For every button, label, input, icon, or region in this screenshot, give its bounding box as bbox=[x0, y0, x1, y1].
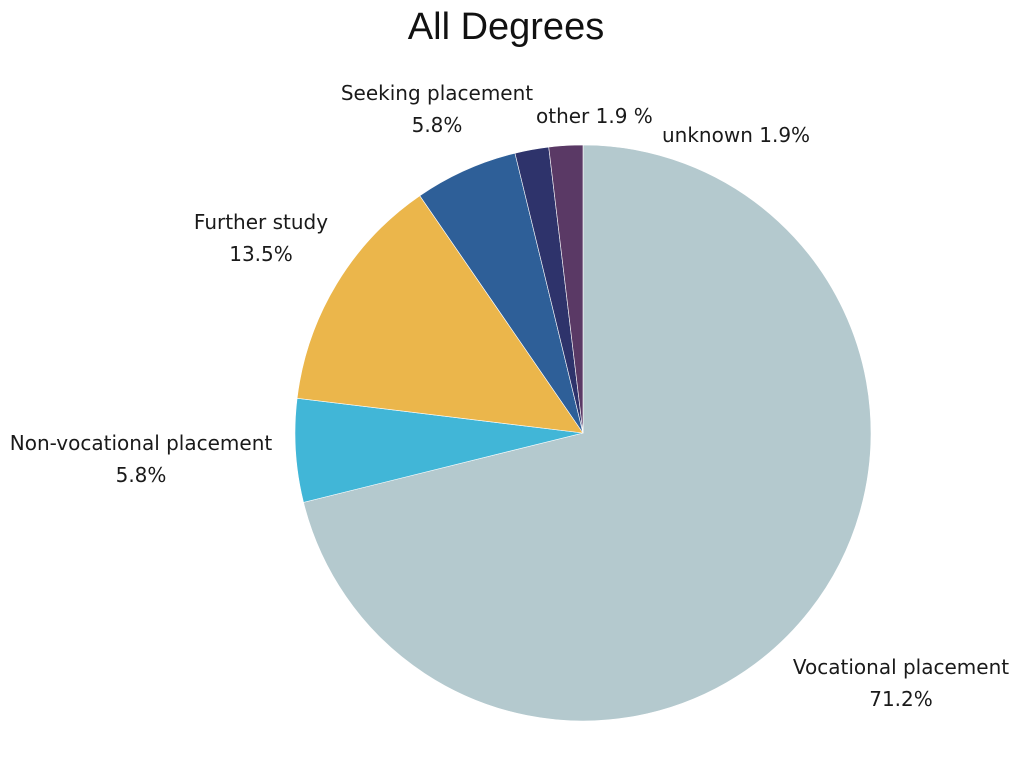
chart-title: All Degrees bbox=[407, 6, 605, 48]
pie-slice-unknown bbox=[548, 144, 584, 434]
label-other: other 1.9 % bbox=[536, 100, 653, 132]
label-non-vocational-placement-value: 5.8% bbox=[115, 463, 167, 487]
label-vocational-placement-value: 71.2% bbox=[869, 687, 933, 711]
label-seeking-placement: Seeking placement 5.8% bbox=[333, 77, 541, 141]
pie-slice-further-study bbox=[296, 195, 584, 434]
pie-slice-vocational-placement bbox=[303, 144, 872, 722]
label-non-vocational-placement: Non-vocational placement 5.8% bbox=[0, 427, 282, 491]
label-further-study-value: 13.5% bbox=[229, 242, 293, 266]
label-unknown: unknown 1.9% bbox=[662, 119, 810, 151]
label-further-study-name: Further study bbox=[193, 210, 329, 234]
label-unknown-value: 1.9% bbox=[759, 123, 811, 147]
label-seeking-placement-name: Seeking placement bbox=[340, 81, 534, 105]
label-vocational-placement-name: Vocational placement bbox=[792, 655, 1010, 679]
label-seeking-placement-value: 5.8% bbox=[411, 113, 463, 137]
label-non-vocational-placement-name: Non-vocational placement bbox=[9, 431, 273, 455]
label-vocational-placement: Vocational placement 71.2% bbox=[786, 651, 1016, 715]
label-further-study: Further study 13.5% bbox=[186, 206, 336, 270]
label-other-value: 1.9 % bbox=[595, 104, 653, 128]
label-unknown-name: unknown bbox=[662, 123, 753, 147]
label-other-name: other bbox=[536, 104, 590, 128]
